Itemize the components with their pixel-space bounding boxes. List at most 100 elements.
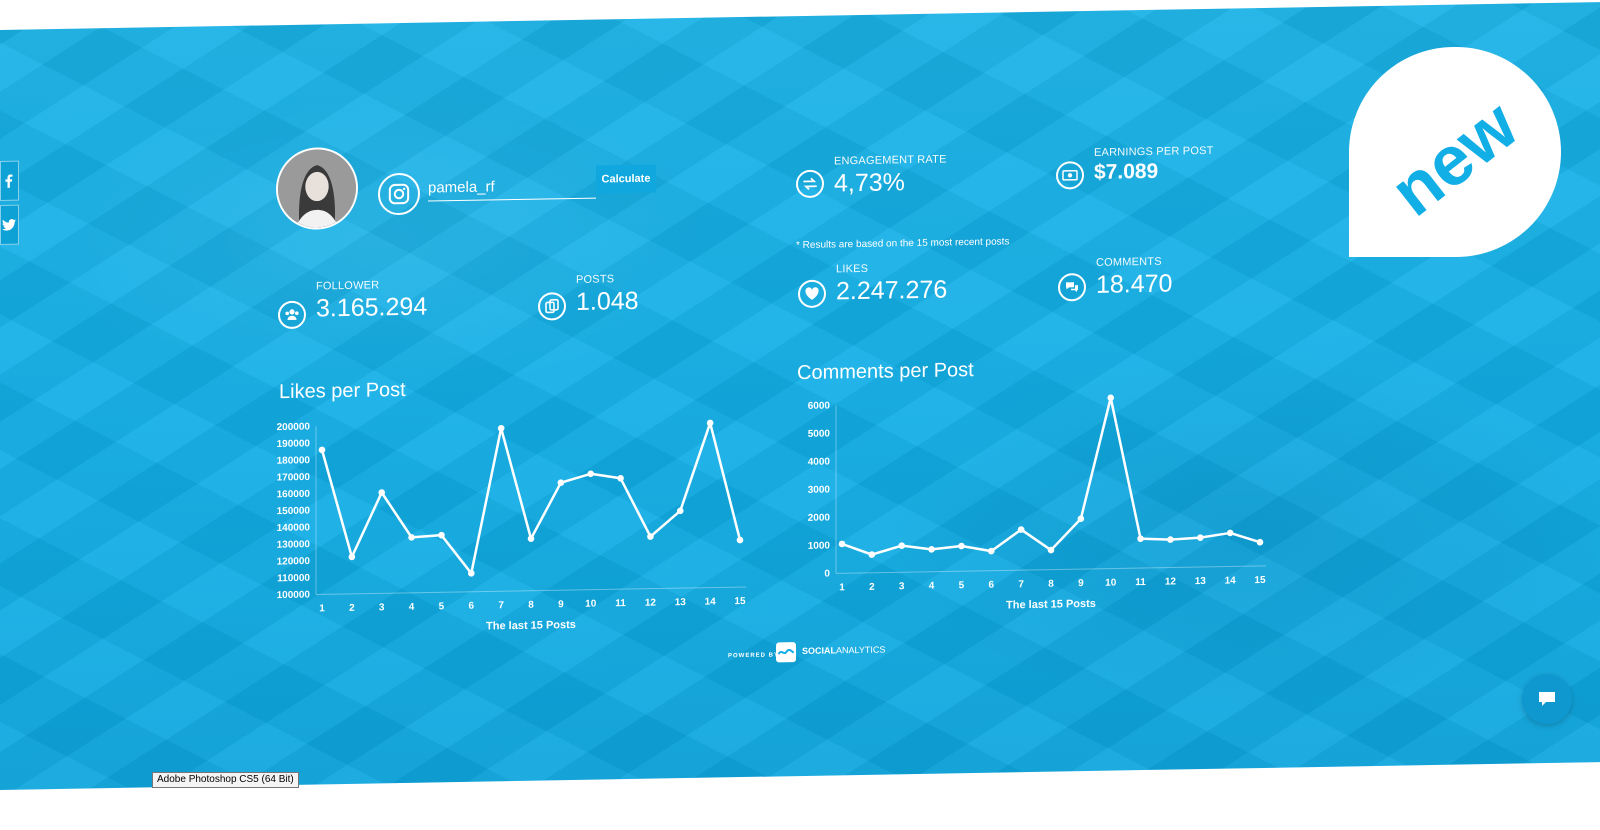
instagram-icon-ring [378, 172, 420, 216]
x-tick-label: 13 [1195, 576, 1207, 587]
x-tick-label: 15 [734, 596, 746, 607]
exchange-icon [803, 177, 817, 190]
y-tick-label: 6000 [808, 401, 831, 412]
data-point [467, 569, 475, 577]
powered-by-label: POWERED BY [728, 652, 780, 660]
y-tick-label: 190000 [277, 438, 311, 450]
x-tick-label: 4 [929, 581, 935, 592]
brand-bold: SOCIAL [802, 645, 837, 657]
data-point [1137, 535, 1144, 542]
x-tick-label: 6 [469, 601, 475, 612]
copy-icon [545, 298, 559, 314]
x-tick-label: 9 [1078, 578, 1084, 589]
x-axis-label: The last 15 Posts [1006, 598, 1096, 612]
data-point [868, 551, 876, 558]
posts-icon-ring [538, 292, 566, 321]
x-tick-label: 15 [1254, 575, 1266, 586]
x-tick-label: 7 [498, 600, 504, 611]
x-axis-line [316, 586, 746, 595]
brand-light: ANALYTICS [836, 644, 886, 656]
x-tick-label: 14 [705, 597, 717, 608]
money-icon [1062, 169, 1078, 181]
data-point [1196, 534, 1204, 541]
y-tick-label: 180000 [277, 455, 311, 467]
data-point [1047, 546, 1055, 554]
data-point [1017, 526, 1025, 533]
earnings-icon-ring [1056, 161, 1084, 190]
likes-chart: 100000 110000 120000 130000 140000 150000 1600… [277, 419, 746, 633]
earnings-value: $7.089 [1094, 159, 1159, 184]
x-tick-label: 3 [379, 602, 385, 613]
logo-wave-icon [778, 648, 794, 655]
twitter-share-button[interactable] [0, 204, 19, 245]
comments-chart-title: Comments per Post [797, 359, 974, 385]
earnings-label: EARNINGS PER POST [1094, 144, 1214, 159]
x-tick-label: 13 [675, 597, 687, 608]
comments-icon-ring [1058, 273, 1086, 302]
username-input[interactable]: pamela_rf [428, 169, 596, 202]
twitter-icon [2, 219, 16, 231]
series-line [841, 396, 1261, 556]
y-tick-label: 140000 [277, 522, 311, 534]
data-point [647, 533, 654, 540]
data-point [1256, 538, 1264, 546]
x-axis-line [836, 565, 1266, 574]
follower-value: 3.165.294 [316, 292, 428, 323]
data-point [497, 424, 505, 432]
socialanalytics-logo [776, 642, 796, 663]
facebook-share-button[interactable] [0, 160, 19, 201]
y-tick-label: 130000 [277, 539, 311, 551]
follower-label: FOLLOWER [316, 279, 380, 293]
socialanalytics-brand: SOCIALANALYTICS [802, 645, 885, 656]
y-tick-label: 120000 [277, 556, 311, 568]
x-axis-label: The last 15 Posts [486, 619, 576, 633]
y-tick-label: 110000 [277, 573, 310, 585]
engagement-icon-ring [796, 169, 824, 199]
x-tick-label: 1 [839, 582, 845, 593]
data-point [898, 542, 906, 549]
posts-value: 1.048 [576, 286, 639, 316]
series-line [320, 421, 742, 575]
facebook-icon [5, 174, 13, 188]
calculate-button[interactable]: Calculate [596, 164, 656, 194]
y-tick-label: 100000 [277, 590, 311, 602]
comments-icon [1066, 282, 1078, 293]
x-tick-label: 5 [439, 601, 445, 612]
y-tick-label: 2000 [808, 513, 831, 524]
x-tick-label: 2 [869, 582, 875, 593]
x-tick-label: 5 [959, 580, 965, 591]
data-point [838, 540, 846, 548]
data-point [527, 535, 535, 542]
avatar [276, 146, 358, 231]
x-tick-label: 8 [1048, 579, 1054, 590]
new-badge [1349, 47, 1561, 257]
y-tick-label: 4000 [808, 457, 831, 468]
data-point [438, 531, 445, 539]
x-tick-label: 10 [1105, 578, 1117, 589]
y-tick-label: 150000 [277, 506, 311, 518]
comments-label: COMMENTS [1096, 255, 1162, 269]
engagement-value: 4,73% [834, 168, 905, 198]
engagement-label: ENGAGEMENT RATE [834, 153, 947, 168]
x-tick-label: 7 [1018, 579, 1024, 590]
x-tick-label: 9 [558, 599, 564, 610]
likes-value: 2.247.276 [836, 275, 948, 306]
instagram-icon [388, 183, 410, 205]
data-point [1226, 529, 1234, 537]
follower-icon-ring [278, 300, 306, 330]
y-tick-label: 5000 [808, 429, 831, 440]
y-tick-label: 0 [824, 569, 830, 580]
x-tick-label: 10 [585, 599, 597, 610]
comments-value: 18.470 [1096, 269, 1173, 299]
data-point [587, 470, 595, 478]
x-tick-label: 1 [319, 603, 325, 614]
data-point [736, 536, 744, 544]
x-tick-label: 14 [1225, 575, 1237, 586]
data-point [928, 546, 935, 553]
x-tick-label: 8 [528, 600, 534, 611]
data-point [676, 507, 684, 515]
x-tick-label: 11 [615, 598, 626, 609]
chat-button[interactable] [1522, 674, 1572, 724]
posts-label: POSTS [576, 273, 615, 286]
